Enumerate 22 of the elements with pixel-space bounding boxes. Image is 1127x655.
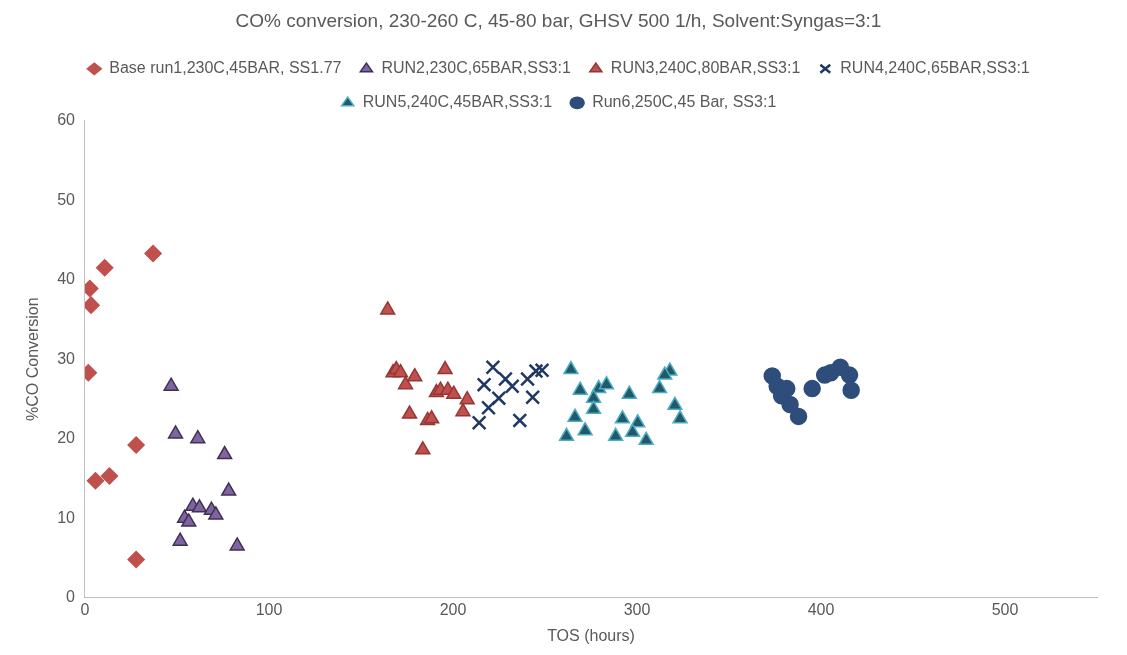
y-tick-label: 20 (57, 429, 76, 447)
y-tick-label: 10 (57, 508, 76, 526)
y-axis-title: %CO Conversion (24, 297, 42, 421)
x-tick-label: 200 (439, 600, 467, 618)
legend-label: Base run1,230C,45BAR, SS1.77 (109, 59, 342, 77)
legend-label: Run6,250C,45 Bar, SS3:1 (592, 93, 777, 111)
legend-label: RUN2,230C,65BAR,SS3:1 (381, 59, 571, 77)
y-tick-label: 0 (66, 588, 76, 606)
chart-title: CO% conversion, 230-260 C, 45-80 bar, GHSV 500 1/h, Solvent:Syngas=3:1 (235, 9, 882, 31)
y-tick-label: 30 (57, 349, 76, 367)
legend-label: RUN4,240C,65BAR,SS3:1 (840, 59, 1030, 77)
y-tick-label: 60 (57, 111, 76, 129)
x-tick-label: 500 (991, 600, 1019, 618)
x-tick-label: 300 (623, 600, 651, 618)
y-tick-label: 50 (57, 190, 76, 208)
legend-label: RUN5,240C,45BAR,SS3:1 (362, 93, 553, 111)
x-axis-title: TOS (hours) (547, 626, 635, 644)
x-tick-label: 100 (255, 600, 283, 618)
x-tick-label: 0 (80, 600, 90, 618)
x-tick-label: 400 (807, 600, 835, 618)
y-tick-label: 40 (57, 270, 76, 288)
legend-label: RUN3,240C,80BAR,SS3:1 (610, 59, 801, 77)
